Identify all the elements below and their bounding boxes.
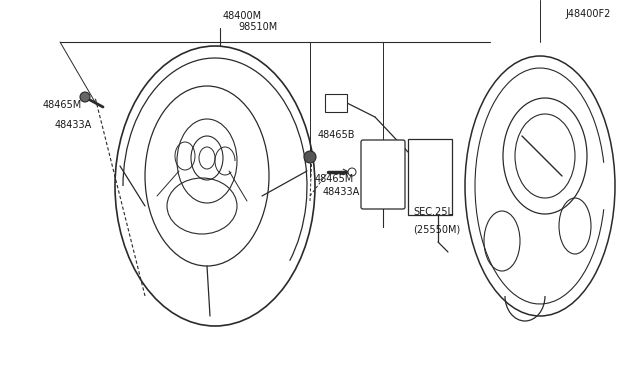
Text: 98510M: 98510M [238, 22, 277, 32]
Circle shape [348, 168, 356, 176]
Text: 48465B: 48465B [318, 130, 355, 140]
Text: 48400M: 48400M [223, 11, 262, 21]
Text: 48465M: 48465M [43, 100, 83, 110]
Text: 48433A: 48433A [323, 187, 360, 197]
FancyBboxPatch shape [361, 140, 405, 209]
Text: SEC.25L: SEC.25L [413, 207, 453, 217]
Circle shape [304, 151, 316, 163]
Text: 48433A: 48433A [55, 120, 92, 130]
FancyBboxPatch shape [408, 139, 452, 215]
Circle shape [80, 92, 90, 102]
Text: 48465M: 48465M [315, 174, 355, 184]
FancyBboxPatch shape [325, 94, 347, 112]
Text: (25550M): (25550M) [413, 224, 460, 234]
Text: J48400F2: J48400F2 [565, 9, 611, 19]
